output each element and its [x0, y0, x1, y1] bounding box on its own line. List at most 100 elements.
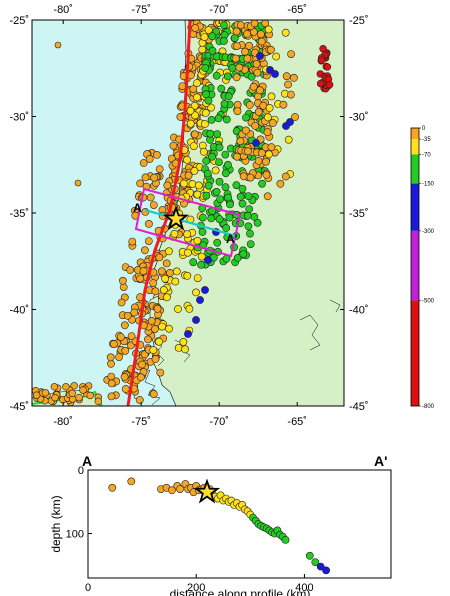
earthquake-marker — [189, 142, 198, 150]
earthquake-marker — [236, 137, 245, 146]
lon-tick-label-top: -70˚ — [209, 4, 229, 16]
section-start-label: A — [133, 201, 142, 215]
lat-tick-label-right: -30˚ — [349, 112, 369, 124]
earthquake-marker — [225, 213, 234, 222]
earthquake-marker — [136, 179, 145, 188]
lon-tick-label-bottom: -80˚ — [53, 416, 73, 428]
earthquake-marker — [139, 159, 148, 167]
profile-point — [108, 483, 117, 492]
earthquake-marker — [166, 268, 174, 277]
depth-scale-label: -300 — [422, 229, 435, 235]
earthquake-marker — [190, 101, 199, 110]
depth-scale-band — [411, 230, 419, 301]
earthquake-marker — [252, 60, 261, 68]
earthquake-marker — [245, 101, 254, 109]
earthquake-marker — [232, 181, 241, 190]
earthquake-marker — [150, 173, 159, 182]
earthquake-marker — [215, 177, 224, 186]
earthquake-marker — [230, 34, 239, 42]
earthquake-marker — [190, 130, 199, 139]
earthquake-marker — [189, 85, 198, 93]
earthquake-marker — [249, 82, 258, 91]
earthquake-marker — [127, 332, 136, 340]
earthquake-marker — [262, 170, 271, 179]
earthquake-marker — [239, 172, 248, 181]
earthquake-marker — [243, 54, 252, 63]
earthquake-marker — [267, 143, 276, 152]
earthquake-marker — [151, 355, 160, 363]
earthquake-marker — [222, 224, 231, 232]
earthquake-marker — [202, 157, 211, 165]
earthquake-marker — [144, 219, 153, 228]
lon-tick-label-bottom: -70˚ — [209, 416, 229, 428]
earthquake-marker — [211, 166, 220, 175]
earthquake-marker — [155, 165, 164, 173]
earthquake-marker — [221, 169, 230, 178]
earthquake-marker — [291, 113, 299, 121]
map-ticks: -80˚ -80˚ -75˚ -75˚ -70˚ -70˚ -65˚ -65˚ -25˚ -25˚… — [9, 4, 368, 428]
earthquake-marker — [236, 21, 245, 30]
earthquake-marker — [257, 37, 266, 46]
earthquake-marker — [239, 250, 248, 258]
profile-ylabel: depth (km) — [49, 495, 63, 552]
earthquake-marker — [192, 316, 200, 324]
earthquake-marker — [256, 30, 265, 39]
cross-section-box — [134, 187, 242, 258]
earthquake-marker — [152, 150, 161, 159]
earthquake-marker — [190, 166, 199, 175]
earthquake-marker — [238, 199, 247, 208]
earthquake-marker — [223, 72, 232, 81]
earthquake-marker — [107, 392, 116, 401]
profile-x-tick-label: 200 — [187, 582, 205, 594]
lon-tick-label-bottom: -75˚ — [131, 416, 151, 428]
depth-scale-band — [411, 183, 419, 231]
earthquake-marker — [106, 353, 115, 362]
earthquake-marker — [184, 171, 193, 180]
earthquake-marker — [317, 56, 326, 64]
earthquake-marker — [272, 52, 281, 61]
lon-tick-label-bottom: -65˚ — [287, 416, 307, 428]
depth-scale-band — [411, 300, 419, 406]
earthquake-marker — [203, 169, 212, 178]
profile-y-tick-label: 100 — [66, 529, 84, 541]
earthquake-marker — [94, 397, 103, 405]
earthquake-marker — [222, 115, 231, 124]
depth-scale-label: -150 — [422, 182, 435, 188]
profile-point — [281, 536, 290, 544]
profile-end-label: A' — [374, 453, 387, 469]
earthquake-marker — [198, 228, 207, 236]
earthquake-marker — [183, 248, 192, 257]
earthquake-marker — [199, 147, 208, 156]
earthquake-marker — [233, 253, 242, 262]
profile-x-tick-label: 0 — [85, 582, 91, 594]
earthquake-marker — [183, 230, 192, 239]
earthquake-marker — [241, 47, 249, 56]
earthquake-marker — [325, 80, 334, 89]
earthquake-marker — [185, 304, 194, 313]
earthquake-marker — [253, 68, 262, 77]
earthquake-marker — [193, 93, 201, 102]
earthquake-marker — [151, 287, 160, 296]
earthquake-marker — [138, 360, 146, 369]
earthquake-marker — [217, 84, 226, 93]
depth-color-scale: 0 -35 -70 -150 -300 -500 -800 — [410, 126, 435, 410]
earthquake-marker — [261, 20, 270, 28]
earthquake-marker — [68, 389, 76, 397]
earthquake-marker — [271, 70, 279, 78]
earthquake-marker — [202, 191, 211, 200]
earthquake-marker — [188, 180, 197, 188]
earthquake-marker — [256, 52, 264, 60]
earthquake-marker — [149, 279, 158, 287]
lat-tick-label-right: -45˚ — [349, 401, 369, 413]
earthquake-marker — [159, 285, 168, 294]
earthquake-marker — [215, 143, 224, 152]
earthquake-marker — [171, 277, 180, 286]
earthquake-marker — [254, 108, 263, 116]
earthquake-marker — [207, 214, 216, 223]
map-panel: A A' -80˚ -80˚ -75˚ -75˚ -70˚ -70˚ -65˚ -65˚ -25… — [9, 4, 368, 428]
earthquake-marker — [231, 54, 240, 63]
earthquake-marker — [213, 238, 222, 247]
earthquake-marker — [257, 149, 266, 157]
earthquake-marker — [262, 157, 270, 166]
